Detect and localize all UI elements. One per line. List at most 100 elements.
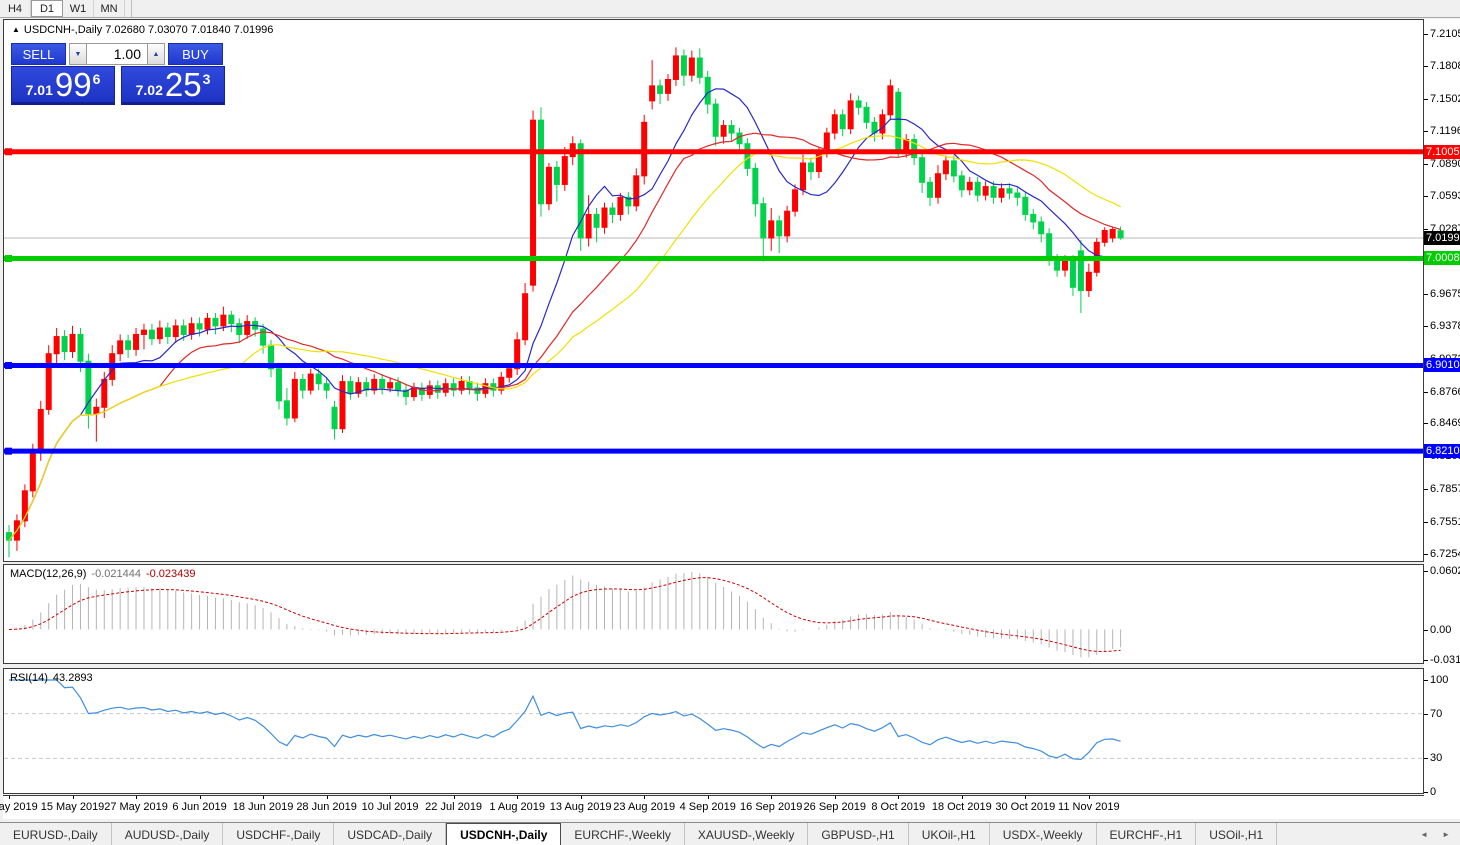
chart-tab-ukoil-h1[interactable]: UKOil-,H1 — [909, 823, 990, 845]
date-label: 4 Sep 2019 — [679, 801, 736, 813]
chart-tab-eurchf-weekly[interactable]: EURCHF-,Weekly — [561, 823, 685, 845]
date-label: 18 Jun 2019 — [232, 801, 294, 813]
macd-axis-tick — [1424, 660, 1428, 662]
macd-axis-label: 0.00 — [1430, 623, 1452, 636]
date-tick — [644, 796, 646, 799]
price-label: 6.72540 — [1430, 547, 1460, 560]
price-tick — [1424, 33, 1428, 35]
volume-increase-button[interactable]: ▲ — [147, 43, 165, 65]
macd-main-value: -0.021444 — [91, 568, 141, 580]
date-label: 13 Aug 2019 — [549, 801, 612, 813]
date-tick — [390, 796, 392, 799]
rsi-axis-label: 30 — [1430, 752, 1443, 765]
date-label: 8 Oct 2019 — [871, 801, 926, 813]
price-tick — [1424, 195, 1428, 197]
s ell-price-small: 7.01 — [25, 82, 53, 98]
price-line-badge: 7.01996 — [1424, 231, 1460, 246]
rsi-axis-label: 70 — [1430, 707, 1443, 720]
timeframe-d1-button[interactable]: D1 — [31, 0, 63, 17]
buy-price-pip: 3 — [202, 71, 211, 87]
date-label: 30 Oct 2019 — [995, 801, 1056, 813]
price-label: 7.21050 — [1430, 27, 1460, 40]
chart-tab-usoil-h1[interactable]: USOil-,H1 — [1196, 823, 1278, 845]
price-tick — [1424, 489, 1428, 490]
macd-axis-label: -0.03172 — [1430, 654, 1460, 667]
price-tick — [1424, 164, 1428, 166]
rsi-panel[interactable]: RSI(14) 43.2893 — [3, 668, 1424, 794]
volume-input[interactable] — [87, 43, 147, 65]
date-tick — [453, 796, 455, 799]
price-tick — [1424, 98, 1428, 100]
price-tick — [1424, 553, 1428, 555]
timeframe-w1-button[interactable]: W1 — [63, 0, 94, 17]
tab-scroll-right-icon[interactable]: ► — [1442, 830, 1450, 839]
sell-price-pip: 6 — [92, 71, 101, 87]
chart-tab-eurchf-h1[interactable]: EURCHF-,H1 — [1097, 823, 1197, 845]
sell-button[interactable]: SELL — [11, 43, 66, 65]
date-label: 3 May 2019 — [0, 801, 38, 813]
chart-tab-audusd-daily[interactable]: AUDUSD-,Daily — [112, 823, 224, 845]
price-label: 7.05930 — [1430, 189, 1460, 202]
date-tick — [771, 796, 773, 799]
macd-panel[interactable]: MACD(12,26,9) -0.021444 -0.023439 — [3, 564, 1424, 664]
rsi-header: RSI(14) 43.2893 — [10, 672, 93, 684]
chart-tab-usdcad-daily[interactable]: USDCAD-,Daily — [334, 823, 447, 845]
date-tick — [898, 796, 900, 799]
date-label: 6 Jun 2019 — [172, 801, 227, 813]
sell-price-box[interactable]: 7.01 99 6 — [11, 66, 115, 105]
rsi-axis-tick — [1424, 680, 1428, 681]
buy-price-small: 7.02 — [135, 82, 163, 98]
date-tick — [9, 796, 10, 799]
date-label: 22 Jul 2019 — [425, 801, 483, 813]
chart-tab-usdcnh-daily[interactable]: USDCNH-,Daily — [446, 823, 562, 845]
date-label: 27 May 2019 — [104, 801, 168, 813]
buy-price-box[interactable]: 7.02 25 3 — [121, 66, 225, 105]
price-tick — [1424, 391, 1428, 393]
timeframe-mn-button[interactable]: MN — [94, 0, 125, 17]
price-label: 7.08900 — [1430, 158, 1460, 171]
date-tick — [834, 796, 836, 799]
date-label: 1 Aug 2019 — [489, 801, 545, 813]
price-label: 6.93780 — [1430, 320, 1460, 333]
price-label: 7.18080 — [1430, 59, 1460, 72]
timeframe-h4-button[interactable]: H4 — [0, 0, 31, 17]
volume-decrease-button[interactable]: ▼ — [69, 43, 87, 65]
date-tick — [1025, 796, 1027, 799]
candlestick-chart-canvas[interactable] — [4, 20, 1423, 561]
rsi-value: 43.2893 — [52, 672, 93, 684]
chart-tab-usdchf-daily[interactable]: USDCHF-,Daily — [223, 823, 335, 845]
chart-tab-bar: EURUSD-,Daily AUDUSD-,Daily USDCHF-,Daily U… — [0, 822, 1460, 845]
rsi-axis-tick — [1424, 713, 1428, 715]
buy-button[interactable]: BUY — [168, 43, 223, 65]
tab-scroll-left-icon[interactable]: ◄ — [1420, 830, 1429, 839]
date-label: 11 Nov 2019 — [1058, 801, 1120, 813]
price-line-badge: 7.10051 — [1424, 144, 1460, 159]
date-label: 10 Jul 2019 — [361, 801, 419, 813]
price-label: 6.87660 — [1430, 385, 1460, 398]
price-line-badge: 7.00089 — [1424, 251, 1460, 266]
chart-tab-gbpusd-h1[interactable]: GBPUSD-,H1 — [808, 823, 909, 845]
main-chart-panel[interactable]: ▲ USDCNH-,Daily 7.02680 7.03070 7.01840 7… — [3, 19, 1424, 562]
price-tick — [1424, 131, 1428, 133]
chart-title: ▲ USDCNH-,Daily 7.02680 7.03070 7.01840 7… — [12, 24, 274, 36]
chart-tab-usdx-weekly[interactable]: USDX-,Weekly — [990, 823, 1097, 845]
chart-tab-xauusd-weekly[interactable]: XAUUSD-,Weekly — [685, 823, 809, 845]
date-label: 28 Jun 2019 — [296, 801, 357, 813]
date-tick — [326, 796, 328, 799]
date-tick — [1088, 796, 1090, 799]
price-line-badge: 6.82103 — [1424, 444, 1460, 459]
price-label: 6.96750 — [1430, 288, 1460, 301]
price-tick — [1424, 423, 1428, 425]
tab-scroll-arrows: ◄ ► — [1406, 823, 1460, 845]
rsi-axis-label: 0 — [1430, 786, 1437, 798]
date-label: 18 Oct 2019 — [931, 801, 992, 813]
date-tick — [136, 796, 138, 799]
collapse-triangle-icon[interactable]: ▲ — [12, 25, 20, 34]
price-axis[interactable]: 7.21050 7.18080 7.15020 7.11960 7.08900 7.059… — [1424, 19, 1460, 819]
price-label: 7.15020 — [1430, 92, 1460, 105]
date-tick — [517, 796, 519, 799]
price-tick — [1424, 326, 1428, 328]
chart-tab-eurusd-daily[interactable]: EURUSD-,Daily — [0, 823, 112, 845]
